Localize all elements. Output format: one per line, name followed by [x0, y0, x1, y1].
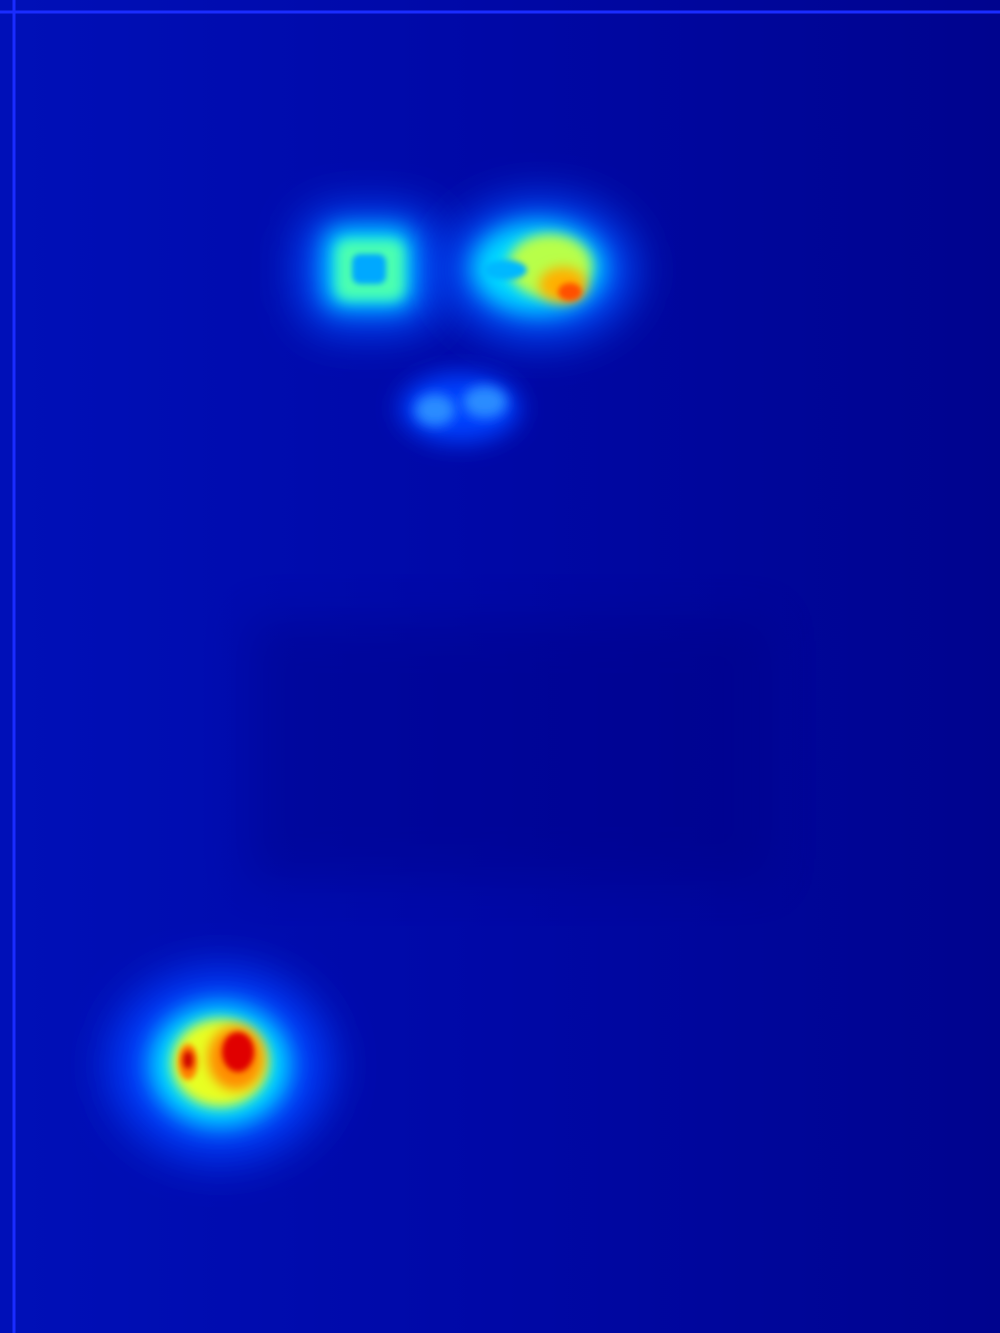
background-dark-patch — [250, 620, 770, 880]
right-eye-region — [445, 200, 635, 340]
lower-left-hotspot — [110, 970, 330, 1160]
left-eye-region — [300, 210, 440, 330]
nose-region — [400, 373, 520, 443]
